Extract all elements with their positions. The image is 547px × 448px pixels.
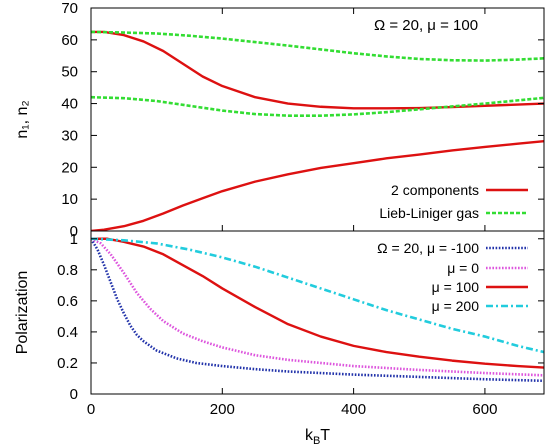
top-legend-label-0: 2 components [391,182,479,198]
bottom-series-3-line [91,237,544,354]
xtick-label-2: 400 [341,401,366,418]
bottom-series-2-line [91,237,544,369]
top-series-1-line-1 [91,95,544,117]
top-series-1-line-0 [91,30,544,62]
bottom-series-0-line [91,238,544,383]
xlabel: kBT [305,427,330,447]
xtick-label-1: 200 [210,401,235,418]
bottom-ytick-label-3: 0.6 [57,293,78,310]
top-ytick-label-3: 30 [61,127,78,144]
bottom-ylabel: Polarization [14,271,31,355]
bottom-legend-label-1: μ = 0 [447,260,479,276]
top-ytick-label-5: 50 [61,64,78,81]
top-ytick-label-1: 10 [61,191,78,208]
top-ytick-label-7: 70 [61,0,78,17]
bottom-ytick-label-5: 1 [70,231,78,248]
top-series-0-line-1 [91,139,544,231]
bottom-ytick-label-0: 0 [70,386,78,403]
top-legend-label-1: Lieb-Liniger gas [379,205,479,221]
bottom-legend-label-2: μ = 100 [432,279,480,295]
bottom-ytick-label-2: 0.4 [57,324,78,341]
top-ytick-label-4: 40 [61,96,78,113]
top-ytick-label-0: 0 [70,223,78,240]
top-ylabel: n₁, n₂ [14,100,31,138]
bottom-legend-label-0: Ω = 20, μ = -100 [377,240,479,256]
bottom-ytick-label-4: 0.8 [57,262,78,279]
bottom-legend-label-3: μ = 200 [432,298,480,314]
top-series-0-line-0 [91,30,544,110]
bottom-series-1-line [91,237,544,377]
xtick-label-3: 600 [472,401,497,418]
bottom-plot-frame [90,230,545,395]
top-annotation: Ω = 20, μ = 100 [374,17,478,34]
bottom-ytick-label-1: 0.2 [57,355,78,372]
top-ytick-label-2: 20 [61,159,78,176]
top-ytick-label-6: 60 [61,32,78,49]
xtick-label-0: 0 [87,401,95,418]
